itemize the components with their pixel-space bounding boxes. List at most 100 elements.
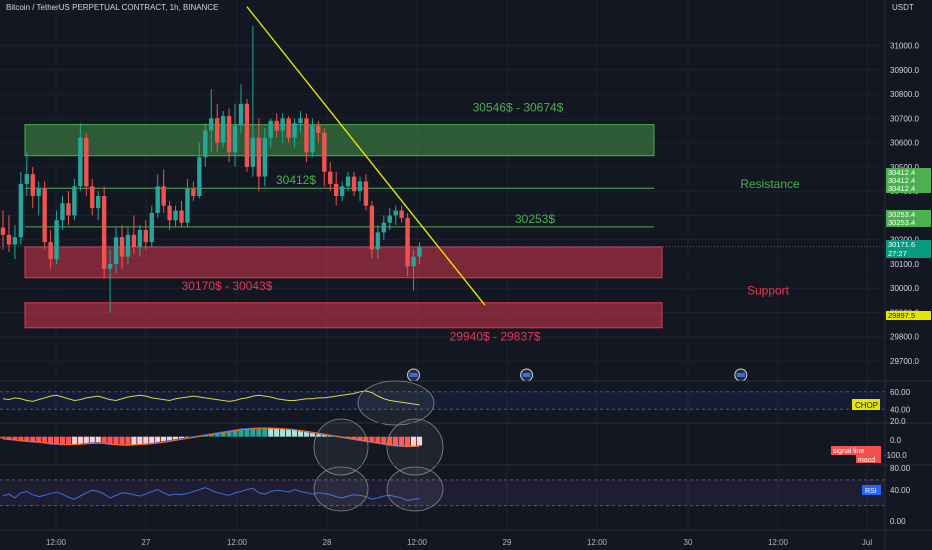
macd-label: macd [858,457,875,464]
candle-body [220,115,226,143]
candle-body [131,234,137,247]
zone-resistance [24,124,655,157]
candle-body [292,123,297,138]
macd-bar [18,436,24,441]
macd-bar [172,436,179,440]
highlight-circle [313,418,369,476]
zone-label-resistance: 30546$ - 30674$ [473,100,564,114]
macd-bar [125,436,131,446]
macd-bar [119,436,125,446]
price-tick: 30900.0 [890,66,919,75]
indicator-panes: 60.00 40.00 CHOP 20.0 0.0 -100.0 signal line ma… [0,380,932,526]
price-tag [886,311,931,320]
macd-bar [393,436,399,447]
candle-body [30,174,35,196]
macd-bar [155,436,161,443]
macd-bar [286,429,292,437]
macd-bar [297,430,304,437]
chop-line [2,390,420,406]
macd-bar [83,436,89,444]
rsi-tick: 80.00 [890,464,911,473]
price-tags: 30412.430412.430412.430253.430253.430171… [886,168,931,320]
candle-body [72,186,77,216]
candle-body [417,246,422,257]
macd-bar [161,436,167,442]
candle-body [137,229,143,247]
candle-body [78,137,83,187]
zone-label-support: 29940$ - 29837$ [450,330,541,344]
price-tick: 30800.0 [890,90,919,99]
candle-body [143,229,148,243]
macd-bar [149,436,155,444]
candle-body [107,263,113,269]
macd-bar [369,436,375,443]
chop-band [0,391,885,410]
candle-body [197,157,202,196]
resistance-label: Resistance [740,177,800,191]
candle-body [274,120,279,131]
rsi-line [2,487,420,502]
support-label: Support [747,284,790,298]
price-tick: 29800.0 [890,333,919,342]
macd-bar [214,432,220,437]
macd-bar [250,428,256,437]
horizontal-levels [0,187,885,248]
time-tick: 30 [684,538,693,547]
macd-bar [59,436,66,445]
candle-body [84,137,89,187]
candle-body [18,183,24,238]
candle-body [232,125,238,153]
candle-body [310,125,315,153]
candle-body [60,203,65,221]
macd-bar [0,436,6,439]
price-tag-text: 30412.4 [888,176,915,185]
macd-bar [95,436,101,443]
macd-bar [89,436,95,443]
macd-bar [220,431,226,437]
candle-body [393,210,398,216]
highlight-circle [386,418,444,476]
candle-body [316,125,321,133]
macd-bar [381,436,387,445]
macd-bar [309,432,315,437]
macd-bar [36,436,42,443]
candle-body [238,103,244,126]
price-tag-text: 29897.5 [888,311,915,320]
candle-body [304,118,309,153]
candle-body [161,186,166,206]
time-tick: 12:00 [46,538,67,547]
chop-tick: 60.00 [890,388,911,397]
level-label: 30412$ [276,173,316,187]
event-flag-icon [736,373,745,377]
price-tag [886,240,931,258]
candle-body [155,186,160,213]
candle-body [24,174,29,184]
macd-bar [232,429,238,437]
macd-bar [107,436,113,445]
macd-bar [303,431,310,437]
price-tag [886,184,931,193]
time-axis: 12:00 27 12:00 28 12:00 29 12:00 30 12:00 Jul [0,529,932,547]
candle-body [250,137,256,167]
candle-body [125,234,131,257]
candle-body [357,181,363,192]
macd-bar [280,428,286,437]
macd-bar [24,436,30,441]
candle-body [286,118,291,138]
zone-label-support: 30170$ - 30043$ [182,279,273,293]
time-tick: 12:00 [407,538,428,547]
chop-tick: 40.00 [890,405,911,414]
price-tick: 31000.0 [890,42,919,51]
macd-bar [291,429,298,437]
zone-support [24,246,663,279]
highlight-circle [313,466,369,512]
candle-body [387,215,392,223]
macd-bar [410,436,417,447]
price-tag-text: 30253.4 [888,218,915,227]
macd-bar [387,436,393,446]
candle-body [375,232,381,250]
price-tag-text: 30253.4 [888,210,915,219]
macd-bar [363,436,369,442]
trendline [246,6,486,306]
